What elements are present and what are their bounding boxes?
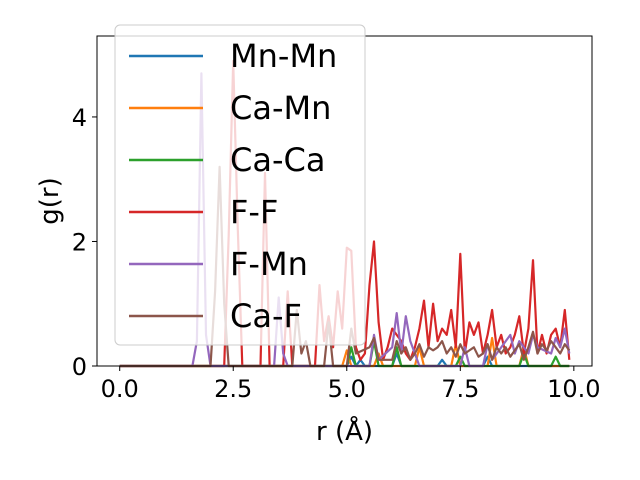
legend-items: Mn-Mn Ca-Mn Ca-Ca F-F F-Mn Ca-F [129,37,337,335]
y-axis-label: g(r) [35,177,65,224]
x-axis-label: r (Å) [316,415,373,447]
legend-label-f-f: F-F [230,193,278,231]
legend-label-mn-mn: Mn-Mn [230,37,337,75]
x-axis-ticks: 0.0 2.5 5.0 7.5 10.0 [101,366,601,403]
legend-label-f-mn: F-Mn [230,245,308,283]
legend-label-ca-mn: Ca-Mn [230,89,331,127]
legend: Mn-Mn Ca-Mn Ca-Ca F-F F-Mn Ca-F [114,24,366,346]
x-tick-label: 2.5 [214,375,252,403]
legend-label-ca-f: Ca-F [230,297,302,335]
y-tick-label: 4 [72,104,87,132]
x-tick-label: 5.0 [328,375,366,403]
y-axis-ticks: 0 2 4 [72,104,97,381]
y-tick-label: 2 [72,228,87,256]
x-tick-label: 10.0 [547,375,600,403]
x-tick-label: 0.0 [101,375,139,403]
series-line-ca-f [119,165,571,368]
legend-label-ca-ca: Ca-Ca [230,141,325,179]
y-tick-label: 0 [72,353,87,381]
x-tick-label: 7.5 [441,375,479,403]
